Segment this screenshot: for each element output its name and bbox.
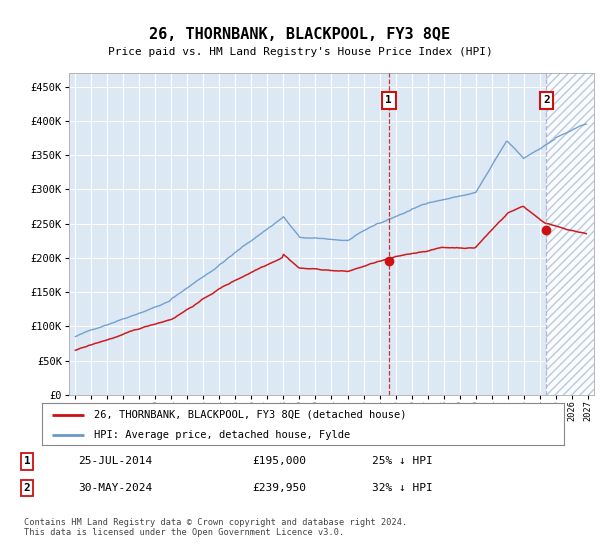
Text: 1: 1	[385, 95, 392, 105]
Text: 25-JUL-2014: 25-JUL-2014	[78, 456, 152, 466]
Text: 2: 2	[23, 483, 31, 493]
Text: 1: 1	[23, 456, 31, 466]
Bar	[547, 73, 596, 395]
Text: 26, THORNBANK, BLACKPOOL, FY3 8QE (detached house): 26, THORNBANK, BLACKPOOL, FY3 8QE (detac…	[94, 409, 407, 419]
Text: 2: 2	[543, 95, 550, 105]
Text: £195,000: £195,000	[252, 456, 306, 466]
Text: 32% ↓ HPI: 32% ↓ HPI	[372, 483, 433, 493]
Text: Contains HM Land Registry data © Crown copyright and database right 2024.
This d: Contains HM Land Registry data © Crown c…	[24, 518, 407, 538]
Text: HPI: Average price, detached house, Fylde: HPI: Average price, detached house, Fyld…	[94, 430, 350, 440]
Text: 30-MAY-2024: 30-MAY-2024	[78, 483, 152, 493]
Text: 25% ↓ HPI: 25% ↓ HPI	[372, 456, 433, 466]
Bar	[547, 73, 596, 395]
Text: £239,950: £239,950	[252, 483, 306, 493]
Text: Price paid vs. HM Land Registry's House Price Index (HPI): Price paid vs. HM Land Registry's House …	[107, 46, 493, 57]
Text: 26, THORNBANK, BLACKPOOL, FY3 8QE: 26, THORNBANK, BLACKPOOL, FY3 8QE	[149, 27, 451, 42]
